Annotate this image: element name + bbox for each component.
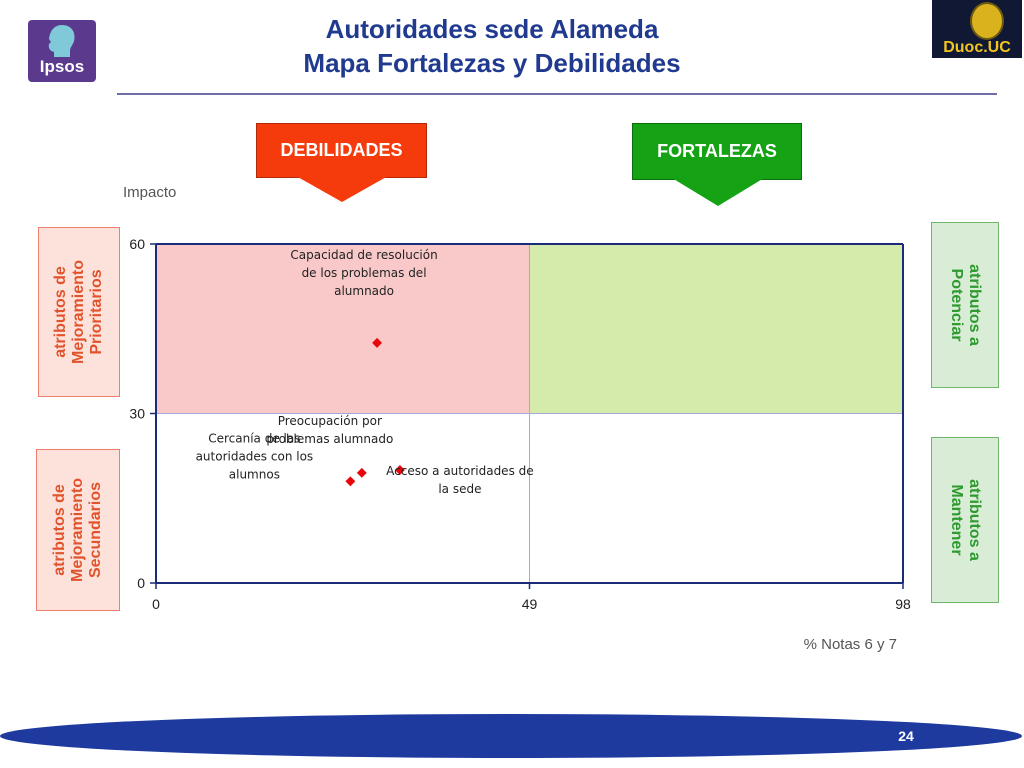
y-tick-label: 60 — [129, 236, 145, 252]
impact-scatter-chart: 0 49 98 0 30 60 Impacto % Notas 6 y 7 Capacid… — [123, 184, 911, 653]
quadrant-debilidades — [156, 244, 530, 414]
quadrant-fortalezas — [529, 244, 903, 414]
footer-bar — [0, 714, 1022, 758]
debilidades-arrow-icon — [296, 176, 388, 202]
fortalezas-arrow-icon — [672, 178, 764, 206]
data-point-marker — [356, 467, 367, 478]
x-axis-label: % Notas 6 y 7 — [804, 636, 897, 653]
title-divider — [117, 93, 997, 95]
data-point-label: Cercanía de las autoridades con los alumno… — [196, 431, 314, 481]
y-axis-label: Impacto — [123, 184, 176, 201]
x-tick-label: 0 — [152, 596, 160, 612]
side-box-mantener: atributos a Mantener — [931, 437, 999, 603]
data-point-marker — [372, 337, 383, 348]
data-point-label: Preocupación por problemas alumnado — [266, 414, 393, 446]
duoc-seal-icon — [970, 2, 1004, 40]
ipsos-logo: Ipsos — [28, 20, 96, 82]
data-points: Capacidad de resolución de los problemas … — [196, 248, 534, 496]
data-point-label: Capacidad de resolución de los problemas … — [290, 248, 437, 298]
ipsos-logo-text: Ipsos — [39, 57, 85, 76]
data-point-marker — [394, 465, 405, 475]
page-number: 24 — [898, 728, 914, 744]
page-title-line-1: Autoridades sede Alameda — [325, 14, 659, 44]
side-box-potenciar: atributos a Potenciar — [931, 222, 999, 388]
side-box-mejoramiento-secundarios: atributos de Mejoramiento Secundarios — [36, 449, 120, 611]
duoc-logo: Duoc.UC — [932, 0, 1022, 58]
side-box-mejoramiento-prioritarios: atributos de Mejoramiento Prioritarios — [38, 227, 120, 397]
data-point-marker — [345, 476, 356, 487]
axis-ticks: 0 49 98 0 30 60 — [129, 236, 911, 612]
fortalezas-banner: FORTALEZAS — [632, 123, 802, 180]
data-point-label: Acceso a autoridades de la sede — [386, 464, 533, 496]
duoc-logo-text: Duoc.UC — [943, 39, 1011, 56]
y-tick-label: 30 — [129, 406, 145, 422]
page-title-line-2: Mapa Fortalezas y Debilidades — [303, 48, 681, 78]
x-tick-label: 49 — [522, 596, 538, 612]
debilidades-banner: DEBILIDADES — [256, 123, 427, 178]
ipsos-head-icon — [48, 25, 75, 57]
x-tick-label: 98 — [895, 596, 911, 612]
y-tick-label: 0 — [137, 575, 145, 591]
